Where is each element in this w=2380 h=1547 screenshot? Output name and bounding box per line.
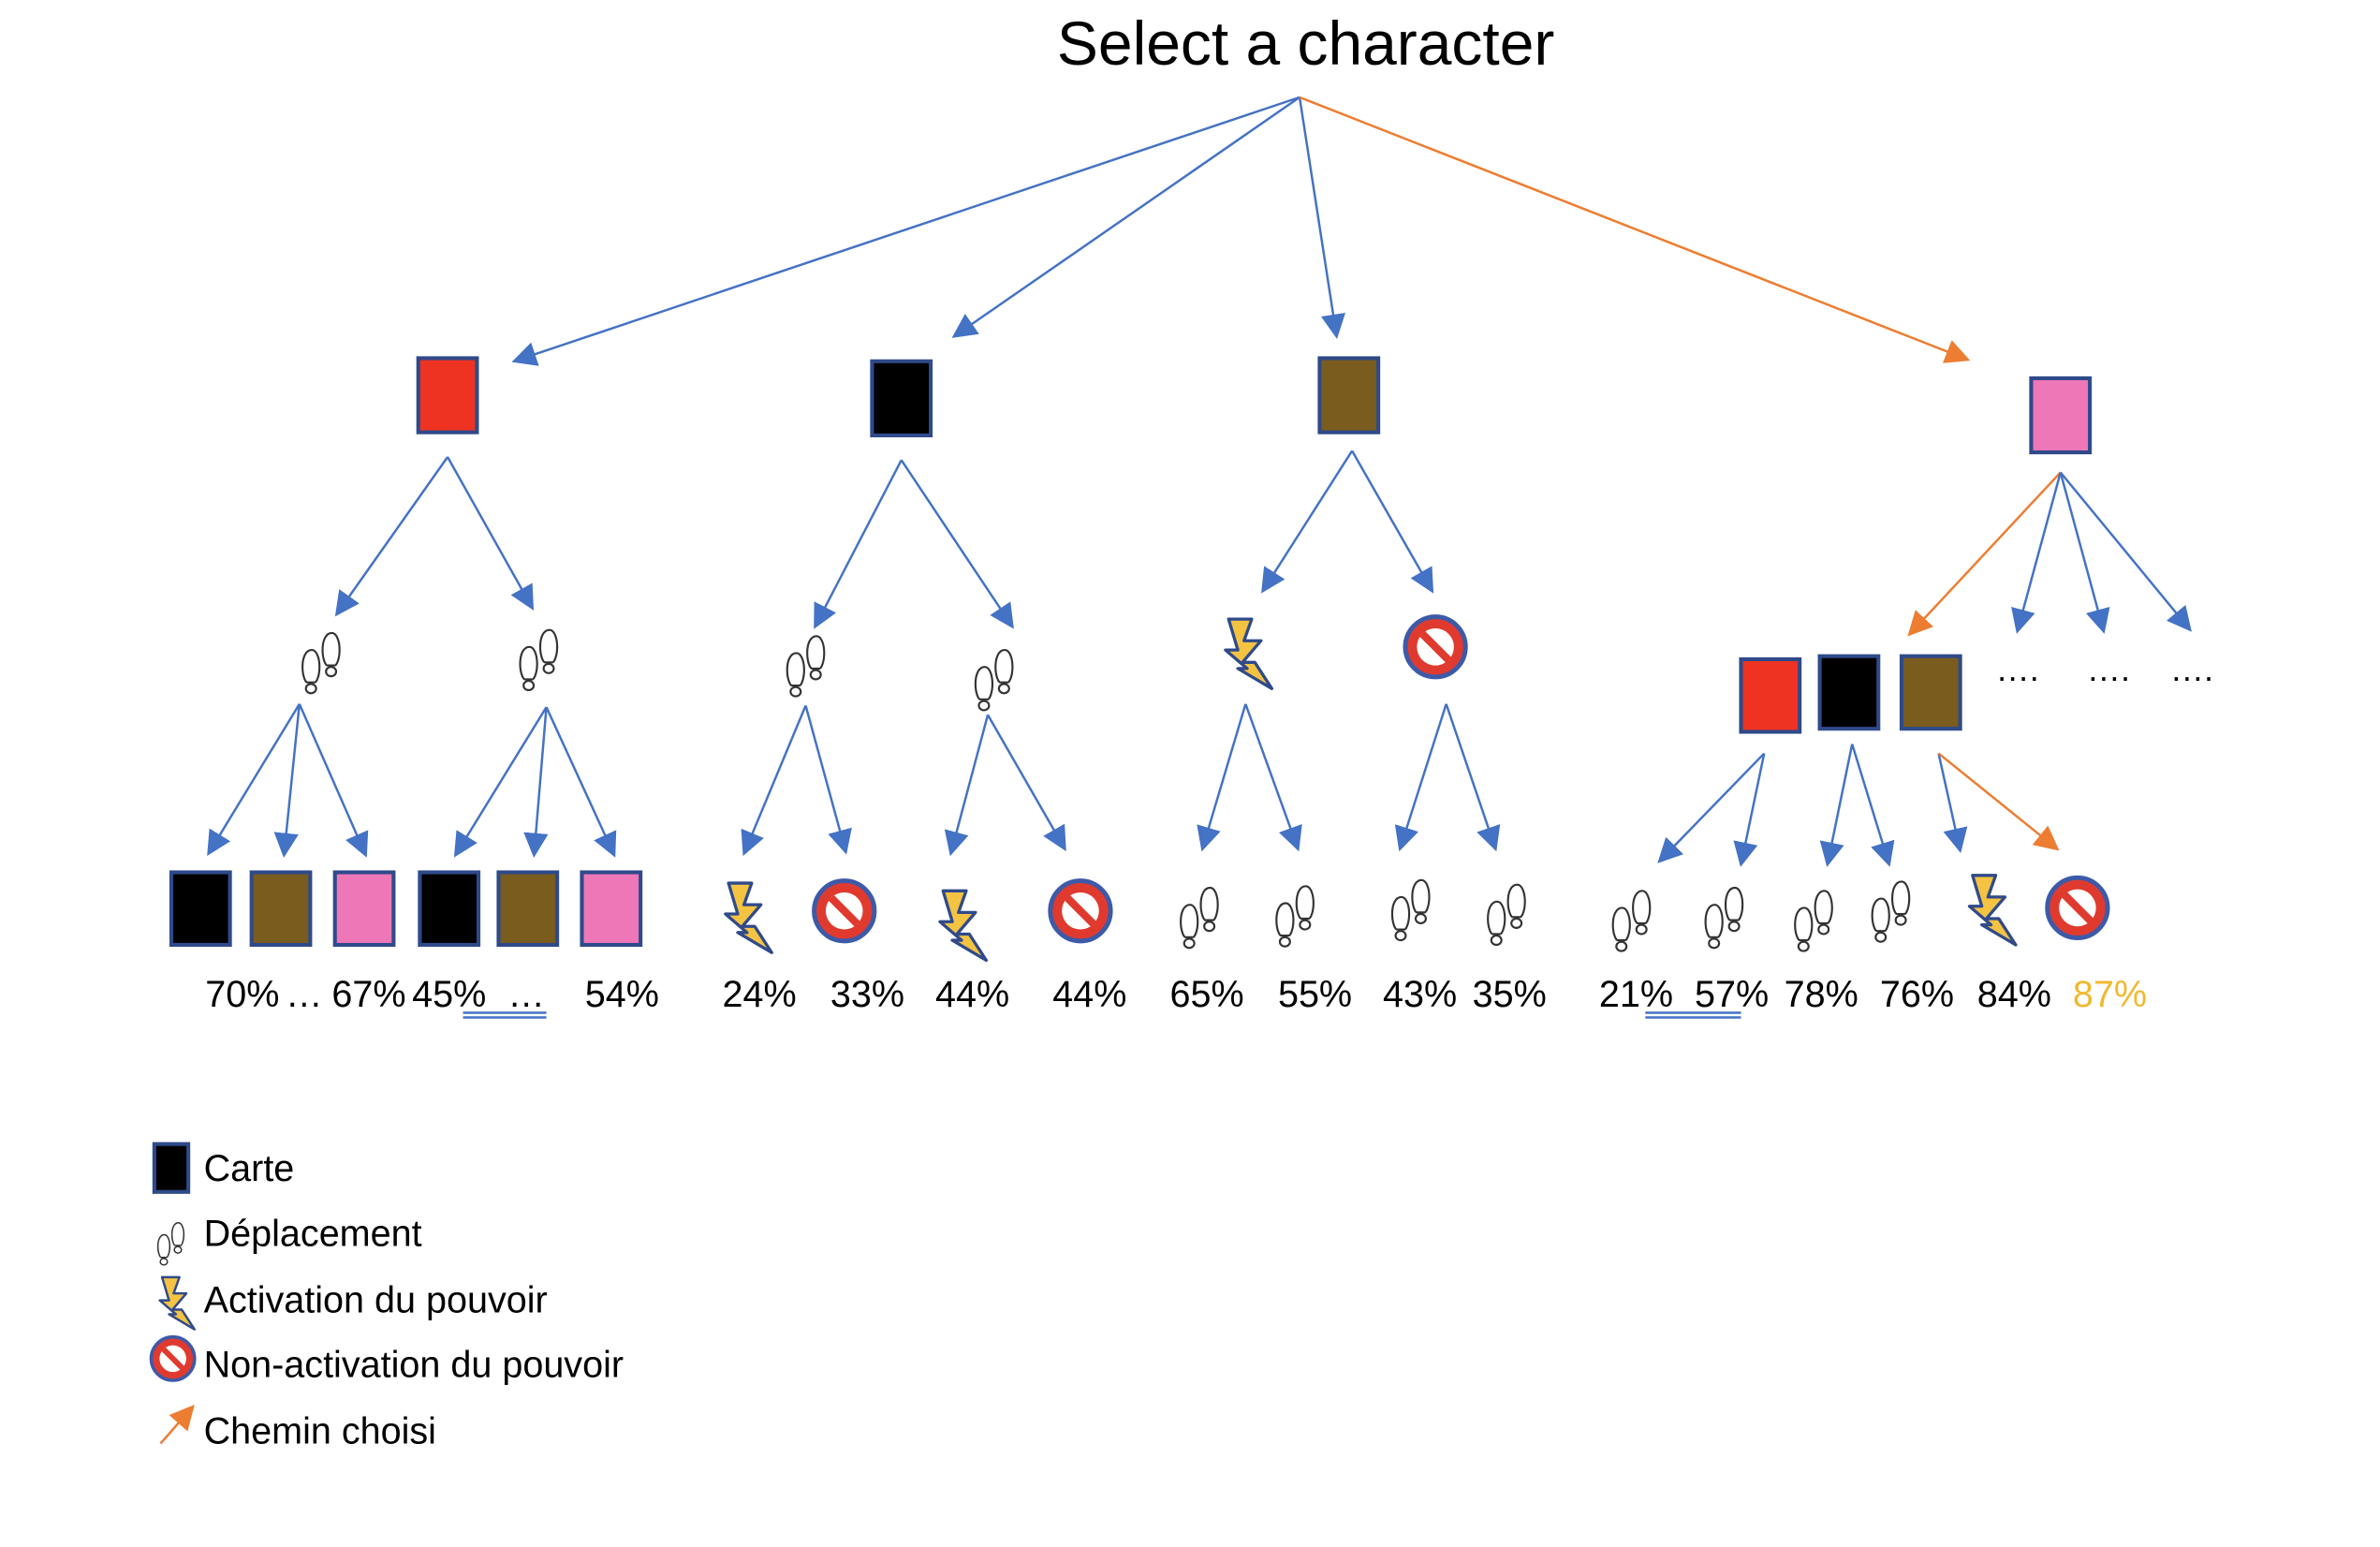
legend-label: Carte <box>204 1148 295 1189</box>
card-pink <box>580 870 643 948</box>
percent-label: … <box>507 974 545 1015</box>
legend-label: Activation du pouvoir <box>204 1279 548 1320</box>
no-entry-icon <box>815 881 874 941</box>
level2-edges <box>334 449 2192 637</box>
card-brown <box>249 870 313 948</box>
percent-label: 57% <box>1695 974 1769 1015</box>
footsteps-icon <box>521 630 558 690</box>
percent-label: 67% <box>331 974 405 1015</box>
card-brown <box>1317 356 1381 435</box>
card-black <box>1817 654 1881 731</box>
card-pink <box>332 870 396 948</box>
footsteps-icon <box>1488 885 1525 945</box>
footsteps-icon <box>302 633 340 693</box>
lightning-icon <box>158 1275 196 1331</box>
percent-label: 54% <box>585 974 659 1015</box>
card-black <box>418 870 481 948</box>
card-pink <box>2029 376 2093 455</box>
percent-label: 33% <box>830 974 904 1015</box>
ellipsis-label: …. <box>2087 650 2130 688</box>
card-icon <box>152 1142 191 1194</box>
root-label: Select a character <box>1057 8 1554 78</box>
lightning-icon <box>1967 874 2018 947</box>
percent-label: 78% <box>1785 974 1858 1015</box>
percent-label: 76% <box>1880 974 1954 1015</box>
percent-label: 65% <box>1170 974 1244 1015</box>
percent-label: 35% <box>1473 974 1547 1015</box>
percent-label: 44% <box>1052 974 1126 1015</box>
percent-label-chosen: 87% <box>2073 974 2147 1015</box>
percent-label: … <box>286 974 323 1015</box>
legend: Carte Déplacement Activation du pouvoir … <box>151 1142 624 1452</box>
card-red <box>1739 656 1802 734</box>
legend-label: Chemin choisi <box>204 1411 436 1452</box>
card-black <box>870 359 933 437</box>
footsteps-icon <box>1795 891 1832 950</box>
card-brown <box>496 870 560 948</box>
ellipsis-label: …. <box>2170 650 2213 688</box>
level3-edges <box>207 703 2060 867</box>
edge <box>1298 96 1346 340</box>
legend-label: Non-activation du pouvoir <box>204 1345 624 1386</box>
no-entry-icon <box>151 1337 194 1380</box>
footsteps-icon <box>158 1223 184 1265</box>
percent-label: 84% <box>1977 974 2051 1015</box>
percent-label: 70% <box>205 974 279 1015</box>
double-underline <box>463 1011 1741 1019</box>
footsteps-icon <box>976 650 1013 710</box>
edge <box>511 96 1300 366</box>
root-edges <box>511 96 1971 366</box>
no-entry-icon <box>1050 881 1110 941</box>
card-red <box>416 356 479 435</box>
no-entry-icon <box>1405 617 1465 677</box>
footsteps-icon <box>1181 888 1218 948</box>
ellipsis-label: …. <box>1996 650 2039 688</box>
percent-label: 21% <box>1599 974 1673 1015</box>
percent-label: 55% <box>1278 974 1352 1015</box>
footsteps-icon <box>1276 886 1314 946</box>
no-entry-icon <box>2048 877 2108 937</box>
chosen-edge <box>1299 96 1971 363</box>
legend-label: Déplacement <box>204 1214 422 1255</box>
percent-label: 44% <box>935 974 1009 1015</box>
chosen-edge <box>1937 752 2060 851</box>
percent-label: 43% <box>1383 974 1457 1015</box>
lightning-icon <box>1224 617 1274 690</box>
percent-label: 45% <box>412 974 486 1015</box>
lightning-icon <box>724 881 773 954</box>
footsteps-icon <box>787 636 825 696</box>
card-black <box>169 870 232 948</box>
lightning-icon <box>938 889 989 963</box>
footsteps-icon <box>1613 891 1651 950</box>
card-brown <box>1899 654 1962 731</box>
arrow-icon <box>159 1404 195 1445</box>
footsteps-icon <box>1706 888 1743 948</box>
footsteps-icon <box>1873 881 1910 941</box>
footsteps-icon <box>1392 880 1430 940</box>
edge <box>951 96 1300 338</box>
percent-label: 24% <box>722 974 796 1015</box>
